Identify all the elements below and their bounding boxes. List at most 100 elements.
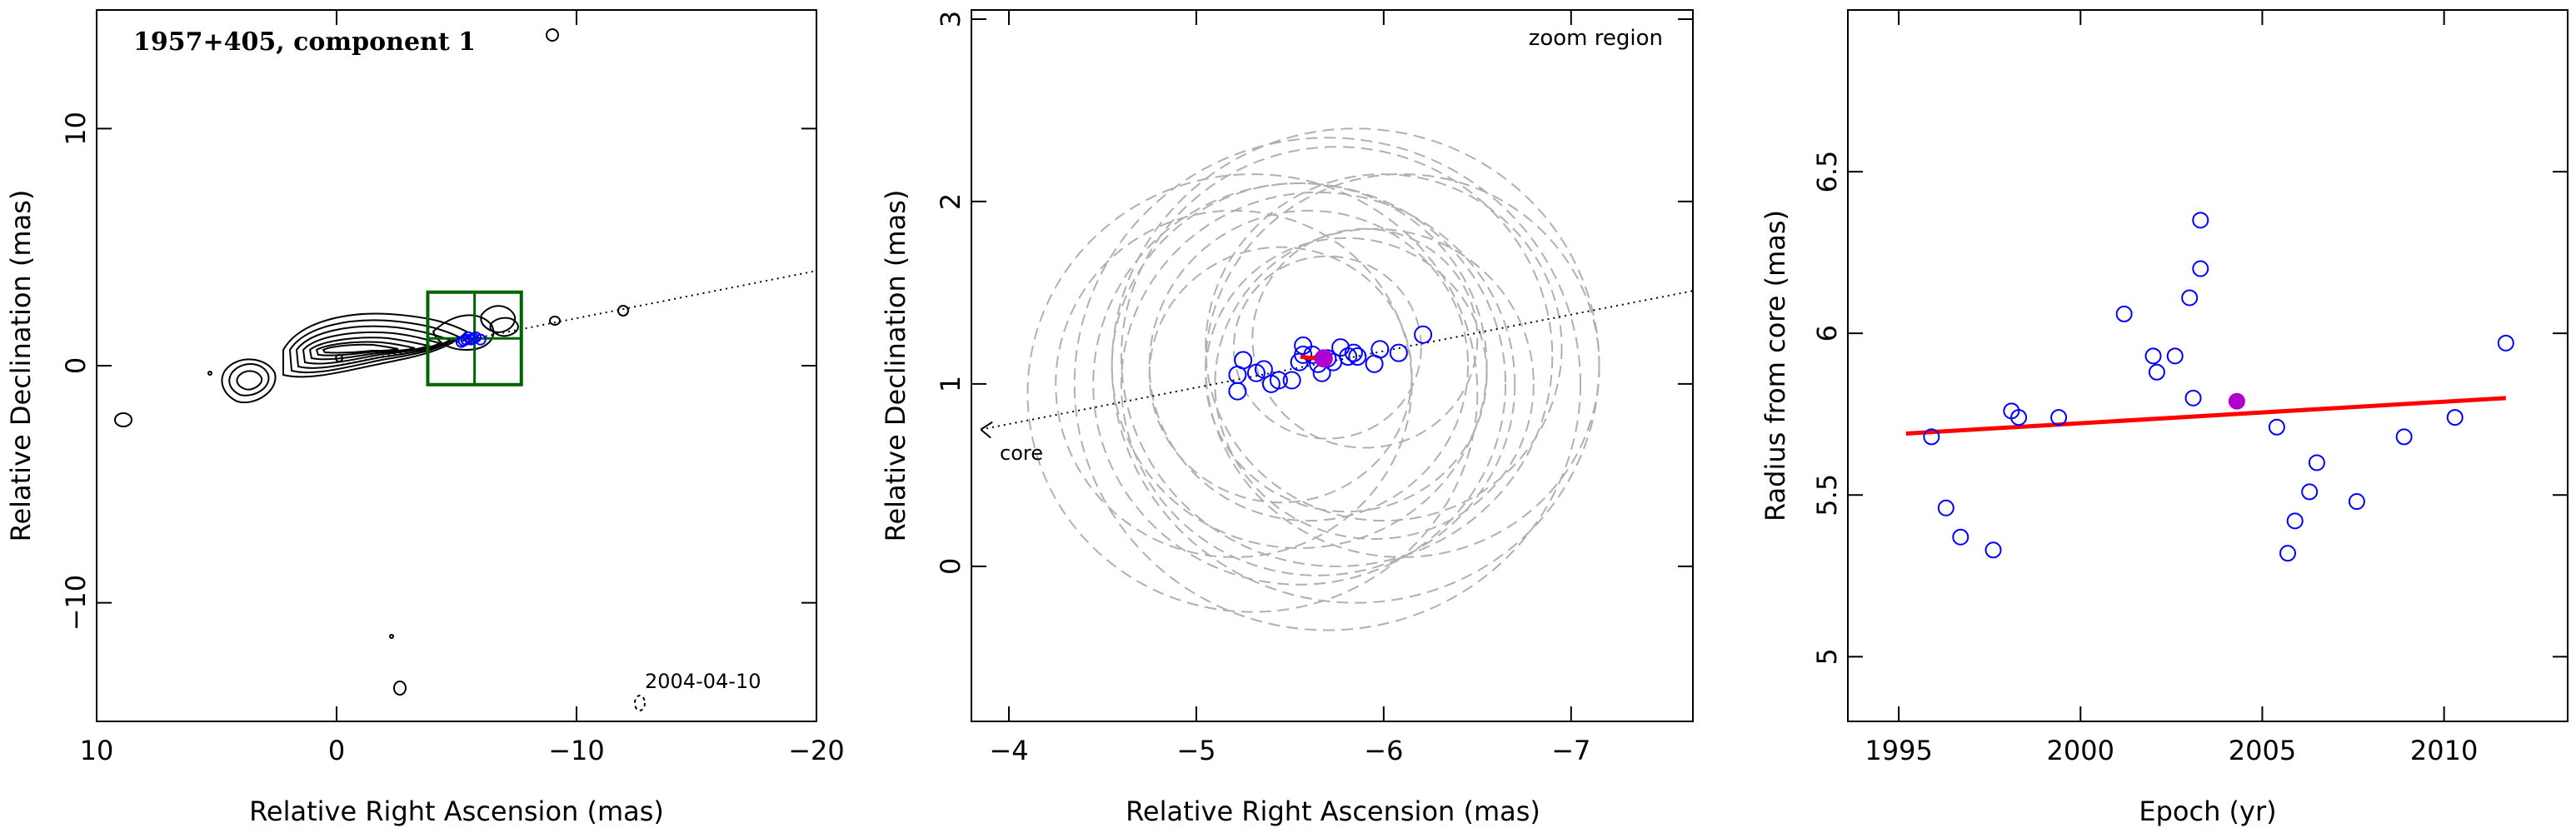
radius-point — [2181, 289, 2199, 307]
radius-point — [2348, 493, 2365, 511]
error-circle — [1148, 246, 1413, 504]
panel2-frame — [971, 9, 1694, 722]
panel1-frame — [96, 9, 817, 722]
panel1-plot-area — [114, 28, 816, 711]
panel3-x-tick-label: 1995 — [1865, 735, 1932, 766]
panel1-x-tick-label: 0 — [328, 735, 345, 766]
panel1-y-axis-label: Relative Declination (mas) — [5, 190, 37, 542]
radius-point — [2446, 409, 2464, 426]
panel2-y-tick-label: 2 — [935, 193, 966, 210]
panel3-y-tick-label: 5.5 — [1811, 474, 1843, 516]
component-point — [474, 333, 487, 346]
panel3-y-tick-label: 6 — [1811, 325, 1843, 342]
radius-point — [2166, 347, 2184, 365]
error-circle — [1205, 173, 1563, 522]
panel2-plot-area — [980, 127, 1693, 631]
panel-vlbi-map: 10 0 −10 −20 −10 0 10 — [5, 9, 845, 827]
panel2-y-axis-label: Relative Declination (mas) — [880, 190, 911, 542]
radius-point — [2301, 483, 2319, 501]
panel1-y-tick-label: −10 — [60, 575, 92, 631]
radius-point — [1923, 428, 1940, 446]
panel2-data-layer — [980, 127, 1693, 631]
panel1-y-tick-label: 0 — [60, 357, 92, 374]
component-point — [1228, 382, 1247, 401]
panel3-x-axis-label: Epoch (yr) — [2139, 796, 2276, 827]
component-point — [1269, 371, 1288, 390]
panel2-x-tick-label: −4 — [989, 735, 1028, 766]
error-circle — [1073, 137, 1582, 631]
panel3-data-layer — [1905, 212, 2514, 562]
panel3-x-tick-label: 2005 — [2229, 735, 2296, 766]
radius-point — [2279, 545, 2296, 562]
radius-point — [1937, 499, 1954, 516]
panel3-y-tick-label: 5 — [1811, 648, 1843, 665]
panel-radius-vs-epoch: 1995 2000 2005 2010 5 5.5 6 6.5 Epoch (yr) Radi… — [1760, 9, 2569, 827]
panel2-x-tick-label: −6 — [1364, 735, 1403, 766]
panel2-zoom-annotation: zoom region — [1529, 26, 1663, 51]
error-circle — [1120, 146, 1554, 567]
error-circle — [1148, 209, 1470, 522]
component-point — [1348, 347, 1367, 367]
radius-point — [2148, 363, 2165, 381]
radius-point — [2286, 512, 2304, 530]
radius-point — [2184, 389, 2202, 407]
contour-map — [114, 28, 646, 711]
mean-point — [2228, 392, 2245, 410]
component-point — [1294, 336, 1313, 355]
panel3-ticks: 1995 2000 2005 2010 5 5.5 6 6.5 — [1811, 10, 2568, 766]
panel2-x-tick-label: −5 — [1176, 735, 1216, 766]
error-circle — [1111, 182, 1488, 549]
panel1-x-tick-label: 10 — [80, 735, 114, 766]
radius-point — [2497, 334, 2514, 352]
component-point — [1389, 343, 1408, 362]
panel3-x-tick-label: 2000 — [2047, 735, 2114, 766]
panel2-y-tick-label: 3 — [935, 11, 966, 27]
panel3-frame — [1847, 9, 2569, 722]
radius-point — [2395, 428, 2413, 446]
component-point — [1294, 345, 1313, 364]
radius-point — [2144, 347, 2162, 365]
panel3-y-tick-label: 6.5 — [1811, 151, 1843, 193]
error-circle — [1251, 227, 1479, 449]
error-circle — [1214, 227, 1535, 541]
panel2-y-tick-label: 1 — [935, 376, 966, 392]
error-circle — [1111, 127, 1600, 604]
panel1-title: 1957+405, component 1 — [133, 27, 476, 57]
component-point — [1234, 351, 1253, 370]
component-point — [1370, 340, 1390, 359]
radius-point — [2050, 409, 2068, 426]
panel-zoom-region: −4 −5 −6 −7 0 1 2 3 zoom region core Relative R… — [880, 9, 1694, 827]
radius-point — [2268, 418, 2285, 436]
core-arrowhead — [980, 421, 993, 439]
radius-point — [2115, 305, 2133, 322]
panel3-plot-area — [1905, 212, 2514, 562]
component-point — [1344, 343, 1363, 362]
radius-point — [2192, 212, 2209, 229]
radius-point — [2192, 260, 2209, 277]
radius-point — [2010, 409, 2028, 426]
panel1-y-tick-label: 10 — [60, 112, 92, 146]
panel1-x-tick-label: −20 — [788, 735, 845, 766]
error-circle — [1026, 173, 1479, 613]
radius-point — [2308, 454, 2325, 471]
error-circle — [1055, 209, 1413, 558]
error-circle — [1205, 173, 1600, 558]
panel2-x-axis-label: Relative Right Ascension (mas) — [1126, 796, 1540, 827]
radius-point — [1984, 541, 2002, 559]
panel2-core-label: core — [1000, 441, 1043, 465]
panel1-data-layer — [336, 270, 816, 387]
panel2-ticks: −4 −5 −6 −7 0 1 2 3 — [935, 10, 1693, 766]
panel1-date-label: 2004-04-10 — [645, 670, 761, 693]
error-circle — [1232, 255, 1422, 440]
core-direction-line — [981, 290, 1693, 431]
panel3-x-tick-label: 2010 — [2410, 735, 2478, 766]
panel2-x-tick-label: −7 — [1551, 735, 1590, 766]
fit-line — [1905, 396, 2506, 436]
panel1-ticks: 10 0 −10 −20 −10 0 10 — [60, 10, 845, 766]
mean-point — [1314, 349, 1333, 368]
panel1-x-tick-label: −10 — [548, 735, 605, 766]
component-point — [457, 335, 470, 347]
error-circle — [1120, 191, 1516, 576]
panel1-x-axis-label: Relative Right Ascension (mas) — [249, 796, 664, 827]
